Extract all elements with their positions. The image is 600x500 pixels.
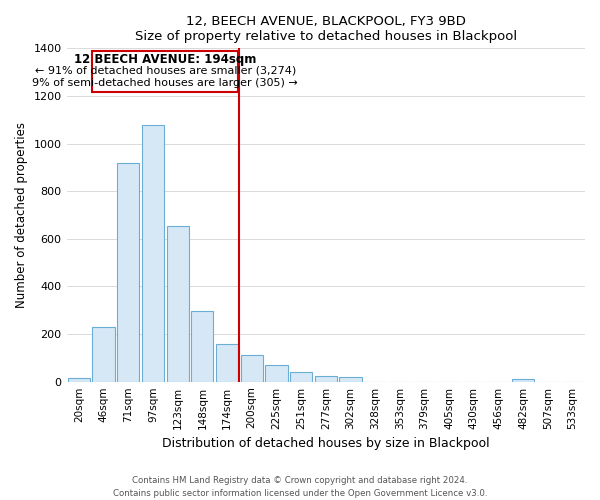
Bar	[92, 50, 238, 92]
Text: ← 91% of detached houses are smaller (3,274): ← 91% of detached houses are smaller (3,…	[35, 66, 296, 76]
Text: Contains HM Land Registry data © Crown copyright and database right 2024.
Contai: Contains HM Land Registry data © Crown c…	[113, 476, 487, 498]
Bar	[290, 372, 312, 382]
Y-axis label: Number of detached properties: Number of detached properties	[15, 122, 28, 308]
Bar	[512, 380, 535, 382]
Bar	[68, 378, 90, 382]
X-axis label: Distribution of detached houses by size in Blackpool: Distribution of detached houses by size …	[162, 437, 490, 450]
Bar	[241, 356, 263, 382]
Bar	[314, 376, 337, 382]
Bar	[265, 365, 287, 382]
Text: 9% of semi-detached houses are larger (305) →: 9% of semi-detached houses are larger (3…	[32, 78, 298, 88]
Bar	[216, 344, 238, 382]
Title: 12, BEECH AVENUE, BLACKPOOL, FY3 9BD
Size of property relative to detached house: 12, BEECH AVENUE, BLACKPOOL, FY3 9BD Siz…	[135, 15, 517, 43]
Bar	[117, 162, 139, 382]
Text: 12 BEECH AVENUE: 194sqm: 12 BEECH AVENUE: 194sqm	[74, 52, 256, 66]
Bar	[340, 377, 362, 382]
Bar	[142, 124, 164, 382]
Bar	[167, 226, 189, 382]
Bar	[92, 327, 115, 382]
Bar	[191, 312, 214, 382]
